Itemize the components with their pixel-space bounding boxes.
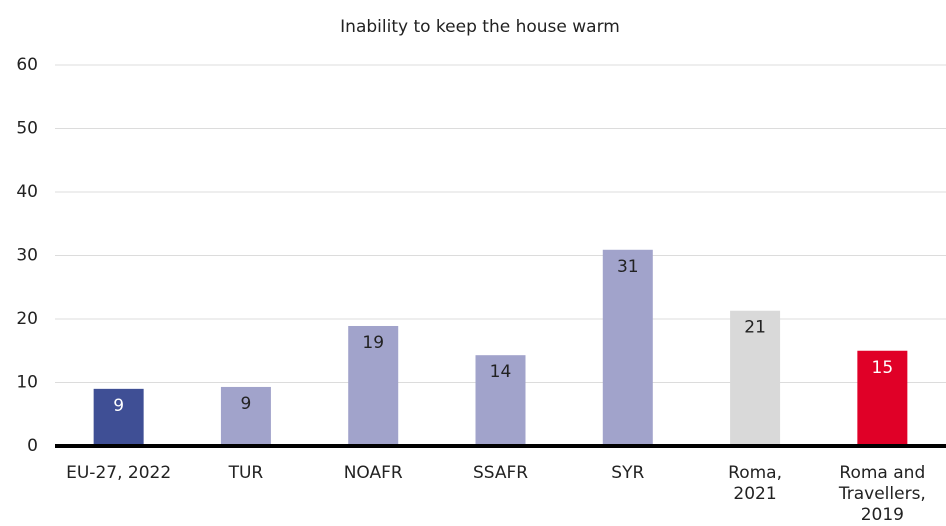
page: Inability to keep the house warm 0 10 20 30… [16, 17, 946, 525]
bar [857, 350, 908, 446]
x-tick-label: Roma and Travellers, 2019 [838, 463, 926, 525]
bar [730, 310, 781, 446]
y-tick-label: 30 [16, 246, 38, 266]
x-tick-label: EU-27, 2022 [66, 463, 172, 483]
value-label: 14 [490, 362, 512, 382]
value-label: 9 [241, 394, 252, 414]
value-label: 9 [113, 396, 124, 416]
bar [348, 325, 399, 446]
y-tick-label: 0 [27, 436, 38, 456]
chart-title: Inability to keep the house warm [340, 17, 620, 37]
y-tick-label: 60 [16, 55, 38, 75]
bar [602, 249, 653, 446]
y-tick-label: 10 [16, 373, 38, 393]
chart: Inability to keep the house warm 0 10 20 30… [16, 17, 946, 456]
x-tick-label: SYR [611, 463, 645, 483]
value-label: 15 [872, 358, 894, 378]
y-tick-label: 40 [16, 182, 38, 202]
x-tick-label: Roma, 2021 [728, 463, 782, 504]
y-tick-label: 20 [16, 309, 38, 329]
x-tick-label: NOAFR [343, 463, 403, 483]
bar [220, 386, 271, 446]
y-tick-label: 50 [16, 119, 38, 139]
value-label: 21 [744, 318, 766, 338]
value-label: 31 [617, 257, 639, 277]
bar [93, 388, 144, 446]
value-label: 19 [362, 333, 384, 353]
x-tick-label: SSAFR [472, 463, 529, 483]
bar [475, 355, 526, 446]
x-tick-label: TUR [228, 463, 264, 483]
